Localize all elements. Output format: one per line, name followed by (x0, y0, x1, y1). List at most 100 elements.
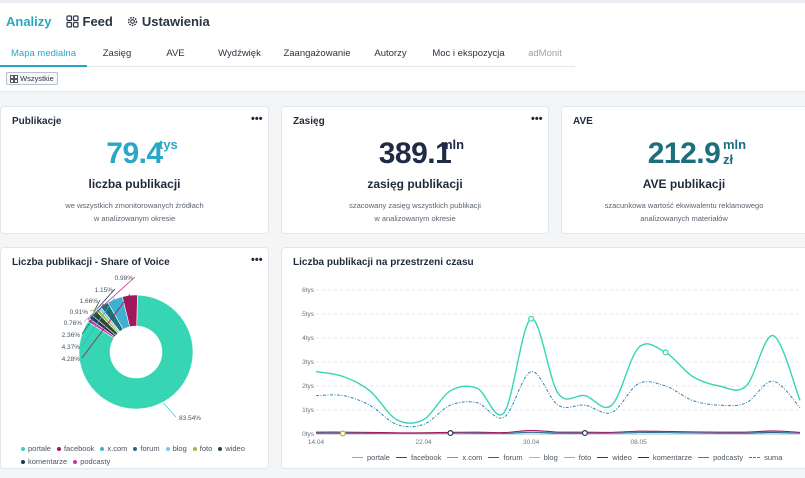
grid-icon (10, 74, 18, 83)
feed-icon (65, 14, 79, 28)
y-tick-label: 0tys (302, 431, 315, 438)
legend-item[interactable]: komentarze (637, 453, 692, 462)
pie-leader-line (87, 276, 136, 320)
legend-label: facebook (63, 444, 95, 453)
kpi-value: 79.4 (106, 137, 163, 170)
y-tick-label: 5tys (302, 311, 315, 318)
pie-data-label: 0.76% (64, 320, 83, 327)
data-point-marker[interactable] (447, 430, 454, 437)
legend-item[interactable]: forum (488, 453, 523, 462)
tab-moc-i-ekspozycja[interactable]: Moc i ekspozycja (432, 48, 505, 59)
kpi-value: 389.1 (378, 137, 452, 170)
legend-label: podcasty (713, 453, 744, 462)
top-divider (0, 0, 805, 3)
legend-item[interactable]: foto (563, 453, 591, 462)
filter-chip-all[interactable]: Wszystkie (6, 72, 58, 85)
legend-item[interactable]: x.com (100, 444, 127, 453)
kpi-value-block: 212.9 mln zł (562, 137, 805, 173)
card-title: AVE (573, 116, 593, 127)
legend-item[interactable]: facebook (395, 453, 441, 462)
tab-mapa-medialna[interactable]: Mapa medialna (0, 40, 87, 67)
pie-data-label: 0.98% (115, 275, 134, 282)
series-line-suma[interactable] (315, 371, 801, 428)
pie-data-label: 1.15% (95, 287, 114, 294)
legend-label: portale (28, 444, 51, 453)
pie-leader-line (163, 402, 177, 418)
legend-item[interactable]: komentarze (21, 457, 67, 466)
legend-item[interactable]: podcasty (73, 457, 110, 466)
pie-slice-facebook[interactable] (121, 294, 138, 328)
card-title: Publikacje (12, 116, 62, 127)
data-point-marker[interactable] (339, 430, 346, 437)
kpi-value-block: 79.4 tys (1, 137, 268, 173)
top-bar: Analizy Feed Ustawienia Mapa medialna Za… (0, 0, 805, 92)
legend-item[interactable]: suma (749, 453, 782, 462)
tab-ave[interactable]: AVE (166, 48, 185, 59)
legend-marker (73, 459, 78, 464)
legend-label: wideo (612, 453, 632, 462)
filter-chip-label[interactable]: Wszystkie (20, 74, 54, 83)
tab-admonit[interactable]: adMonit (528, 48, 562, 59)
kpi-value: 212.9 (647, 137, 721, 170)
tab-zaangazowanie[interactable]: Zaangażowanie (283, 48, 351, 59)
more-options-icon[interactable]: ••• (251, 254, 263, 266)
legend-item[interactable]: wideo (597, 453, 632, 462)
pie-leader-line (81, 297, 115, 347)
pie-slice-portale[interactable] (78, 294, 194, 410)
more-options-icon[interactable]: ••• (531, 113, 543, 125)
legend-item[interactable]: podcasty (698, 453, 743, 462)
legend-marker (637, 457, 649, 458)
legend-marker (597, 457, 609, 458)
nav-feed[interactable]: Feed (65, 13, 113, 29)
pie-leader-line (93, 299, 101, 313)
nav-ustawienia-label[interactable]: Ustawienia (141, 13, 210, 29)
main-nav: Analizy Feed Ustawienia (6, 12, 224, 30)
series-line-facebook[interactable] (315, 429, 801, 434)
more-options-icon[interactable]: ••• (251, 113, 263, 125)
nav-analizy-label[interactable]: Analizy (6, 13, 52, 29)
legend-item[interactable]: blog (165, 444, 187, 453)
data-point-marker[interactable] (662, 349, 669, 356)
legend-label: suma (764, 453, 783, 462)
legend-item[interactable]: foto (192, 444, 212, 453)
y-tick-label: 1tys (302, 407, 315, 414)
nav-feed-label[interactable]: Feed (82, 13, 113, 29)
tab-autorzy[interactable]: Autorzy (374, 48, 407, 59)
legend-item[interactable]: portale (21, 444, 51, 453)
pie-data-label: 4.28% (62, 356, 81, 363)
series-line-portale[interactable] (315, 318, 801, 424)
data-point-marker[interactable] (581, 430, 588, 437)
legend-label: blog (543, 453, 558, 462)
kpi-description-line: we wszystkich zmonitorowanych źródłach (65, 201, 204, 210)
pie-leader-line (81, 303, 104, 335)
timeline-card: Liczba publikacji na przestrzeni czasu 0… (281, 247, 805, 469)
legend-marker (749, 457, 761, 458)
legend-item[interactable]: facebook (56, 444, 95, 453)
legend-item[interactable]: portale (352, 453, 390, 462)
kpi-description-line: w analizowanym okresie (93, 214, 176, 223)
nav-analizy[interactable]: Analizy (6, 14, 52, 29)
card-title: Liczba publikacji - Share of Voice (12, 257, 170, 268)
kpi-unit-currency: zł (723, 152, 734, 167)
x-tick-label: 22.04 (415, 439, 432, 446)
nav-ustawienia[interactable]: Ustawienia (127, 14, 210, 29)
tab-wydzwiek[interactable]: Wydźwięk (218, 48, 261, 59)
legend-label: forum (503, 453, 523, 462)
legend-marker (21, 459, 25, 464)
legend-item[interactable]: wideo (218, 444, 245, 453)
legend-item[interactable]: forum (133, 444, 160, 453)
legend-label: forum (140, 444, 160, 453)
legend-label: blog (172, 444, 187, 453)
legend-marker (218, 446, 223, 451)
x-tick-label: 14.04 (308, 439, 325, 446)
legend-item[interactable]: blog (528, 453, 558, 462)
legend-label: wideo (225, 444, 245, 453)
legend-marker (100, 446, 105, 451)
gear-icon (127, 16, 138, 26)
kpi-unit: mln (441, 137, 465, 152)
kpi-description-line: w analizowanym okresie (374, 214, 456, 223)
data-point-marker[interactable] (528, 315, 535, 322)
legend-item[interactable]: x.com (447, 453, 482, 462)
legend-marker (165, 446, 170, 451)
tab-zasieg[interactable]: Zasięg (102, 48, 132, 59)
